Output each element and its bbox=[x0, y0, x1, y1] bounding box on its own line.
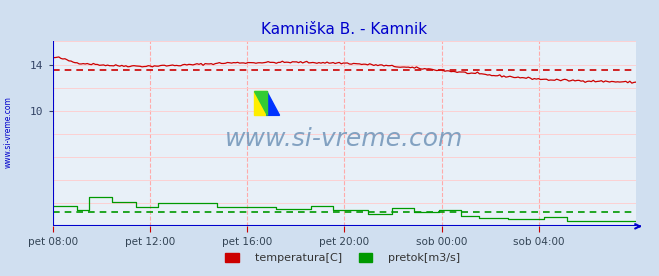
Text: www.si-vreme.com: www.si-vreme.com bbox=[225, 128, 463, 152]
Legend:   temperatura[C],   pretok[m3/s]: temperatura[C], pretok[m3/s] bbox=[221, 248, 465, 268]
Text: www.si-vreme.com: www.si-vreme.com bbox=[4, 97, 13, 168]
Bar bbox=[254, 91, 267, 115]
Title: Kamniška B. - Kamnik: Kamniška B. - Kamnik bbox=[261, 22, 428, 38]
Polygon shape bbox=[267, 91, 279, 115]
Polygon shape bbox=[254, 91, 267, 115]
